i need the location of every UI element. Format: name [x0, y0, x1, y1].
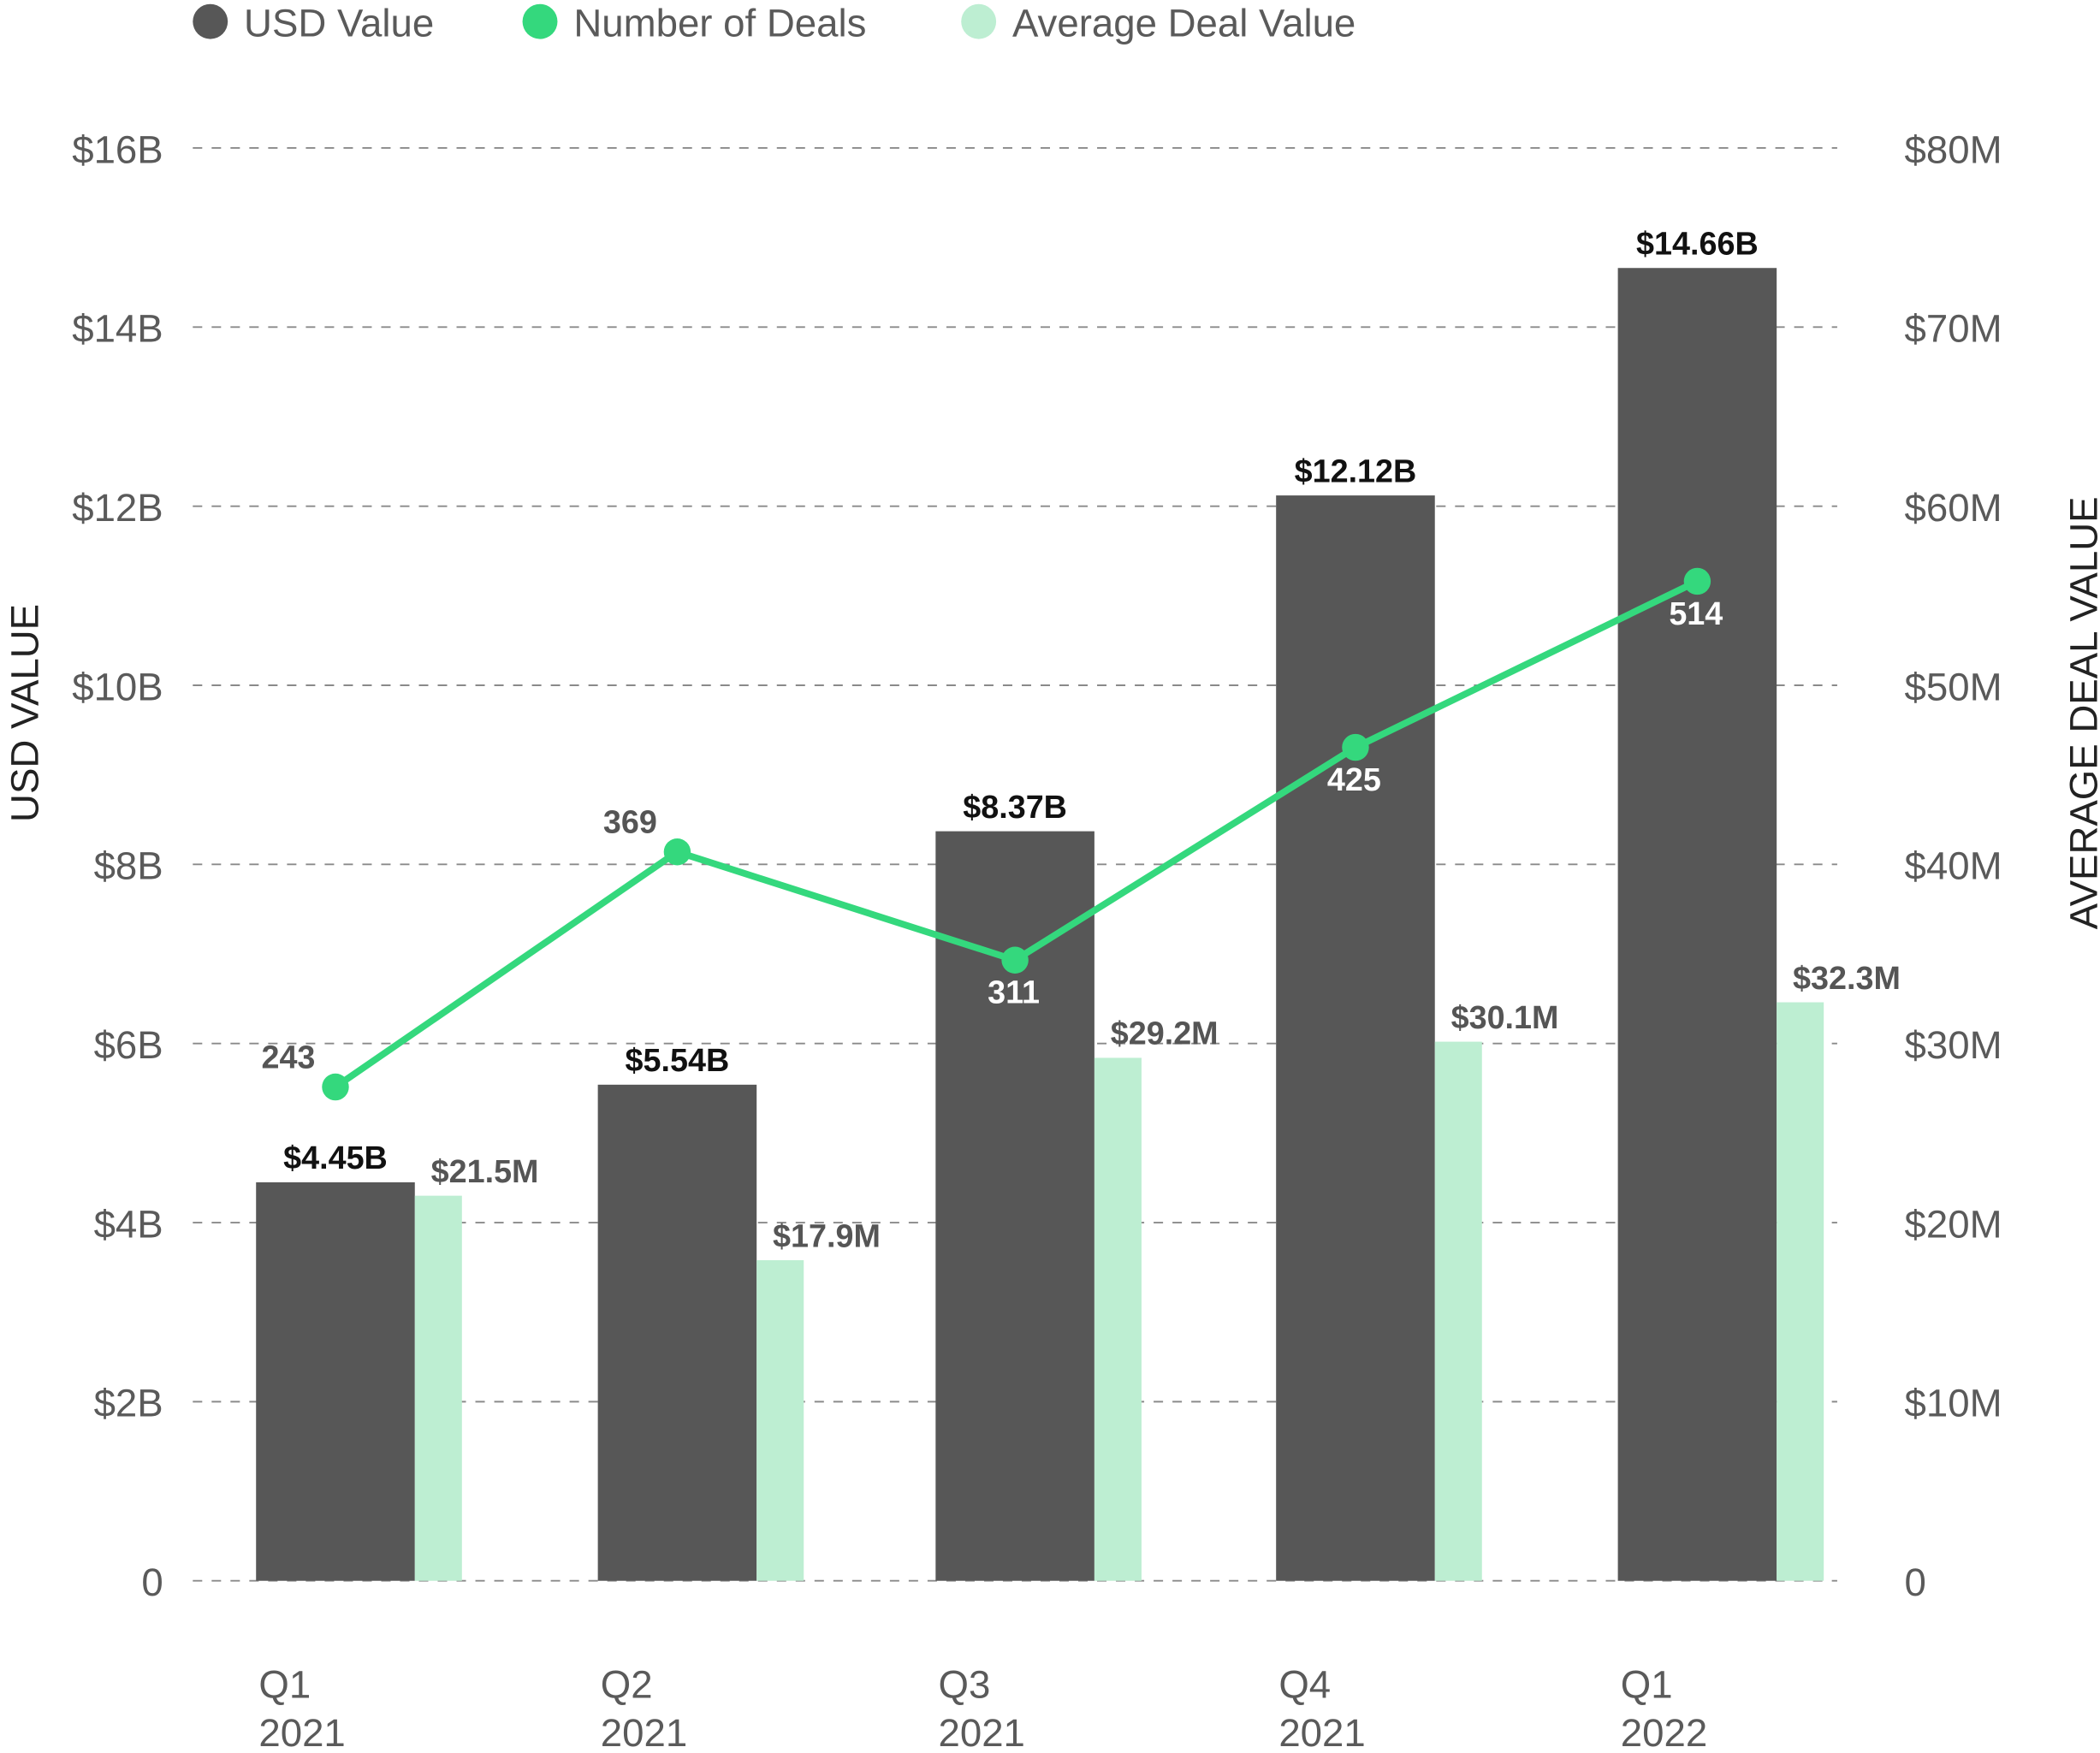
deals-point	[322, 1073, 349, 1101]
x-tick-label-quarter: Q1	[1621, 1663, 1673, 1707]
average-deal-value-label: $30.1M	[1451, 999, 1559, 1035]
average-deal-value-bar	[1777, 1002, 1824, 1581]
x-tick-label-year: 2021	[601, 1711, 687, 1753]
deals-label: 514	[1669, 595, 1723, 631]
legend-label: Number of Deals	[573, 1, 866, 44]
gridlines: 0 0 $2B $10M $4B $20M $6B $30M $8B $40M $10B $50M $1…	[72, 127, 2002, 1604]
usd-value-label: $8.37B	[963, 789, 1067, 825]
y-left-axis-title: USD VALUE	[3, 604, 46, 822]
legend: USD Value Number of Deals Average Deal Val…	[193, 1, 1356, 44]
y-left-tick-label: $10B	[72, 665, 163, 708]
y-left-tick-label: $8B	[94, 844, 163, 888]
usd-value-bar	[256, 1181, 415, 1581]
y-left-tick-label: 0	[141, 1561, 163, 1604]
average-deal-value-label: $21.5M	[431, 1153, 539, 1189]
legend-label: USD Value	[244, 1, 434, 44]
y-left-tick-label: $2B	[94, 1382, 163, 1425]
y-right-tick-label: $10M	[1905, 1382, 2002, 1425]
deals-label: 243	[261, 1039, 315, 1075]
average-deal-value-bar	[1434, 1041, 1482, 1581]
x-tick-label-year: 2021	[1278, 1711, 1365, 1753]
average-deal-value-bar	[756, 1259, 804, 1581]
usd-value-label: $12.12B	[1295, 453, 1417, 489]
legend-marker	[522, 3, 558, 39]
deals-point	[663, 838, 691, 866]
y-right-tick-label: 0	[1905, 1561, 1926, 1604]
deals-point	[1342, 733, 1369, 761]
y-right-tick-label: $40M	[1905, 844, 2002, 888]
average-deal-value-label: $29.2M	[1111, 1016, 1219, 1051]
deals-label: 311	[988, 974, 1040, 1010]
usd-value-bar	[1276, 495, 1435, 1581]
deals-line	[322, 567, 1711, 1101]
y-right-tick-label: $70M	[1905, 307, 2002, 351]
deals-point	[1683, 567, 1711, 595]
usd-value-bar	[597, 1084, 757, 1581]
average-deal-value-bar	[414, 1195, 462, 1581]
usd-value-label: $5.54B	[626, 1042, 730, 1078]
bars	[256, 268, 1824, 1581]
y-right-axis-title: AVERAGE DEAL VALUE	[2061, 496, 2100, 929]
average-deal-value-label: $17.9M	[773, 1217, 881, 1253]
x-tick-label-quarter: Q3	[938, 1663, 990, 1707]
average-deal-value-bar	[1094, 1057, 1142, 1581]
y-left-tick-label: $12B	[72, 486, 163, 530]
y-right-tick-label: $80M	[1905, 127, 2002, 171]
y-left-tick-label: $6B	[94, 1023, 163, 1067]
x-tick-label-quarter: Q1	[258, 1663, 311, 1707]
legend-marker	[961, 3, 997, 39]
usd-value-label: $14.66B	[1636, 226, 1759, 262]
y-right-tick-label: $20M	[1905, 1202, 2002, 1246]
x-tick-label-year: 2021	[938, 1711, 1024, 1753]
legend-marker	[193, 3, 228, 39]
x-tick-label-year: 2021	[258, 1711, 345, 1753]
y-right-tick-label: $60M	[1905, 486, 2002, 530]
y-left-tick-label: $4B	[94, 1202, 163, 1246]
x-tick-label-year: 2022	[1621, 1711, 1707, 1753]
y-right-tick-label: $30M	[1905, 1023, 2002, 1067]
usd-value-bar	[1617, 268, 1777, 1581]
data-labels: $4.45B $21.5MQ12021$5.54B$17.9MQ22021$8.3…	[258, 226, 1901, 1753]
deals-label: 369	[603, 804, 657, 840]
x-tick-label-quarter: Q2	[601, 1663, 653, 1707]
deals-point	[1001, 946, 1029, 974]
average-deal-value-label: $32.3M	[1793, 960, 1901, 996]
y-left-tick-label: $14B	[72, 307, 163, 351]
deals-label: 425	[1327, 761, 1381, 797]
legend-label: Average Deal Value	[1012, 1, 1356, 44]
x-tick-label-quarter: Q4	[1278, 1663, 1331, 1707]
usd-value-label: $4.45B	[283, 1140, 388, 1176]
y-right-tick-label: $50M	[1905, 665, 2002, 708]
y-left-tick-label: $16B	[72, 127, 163, 171]
